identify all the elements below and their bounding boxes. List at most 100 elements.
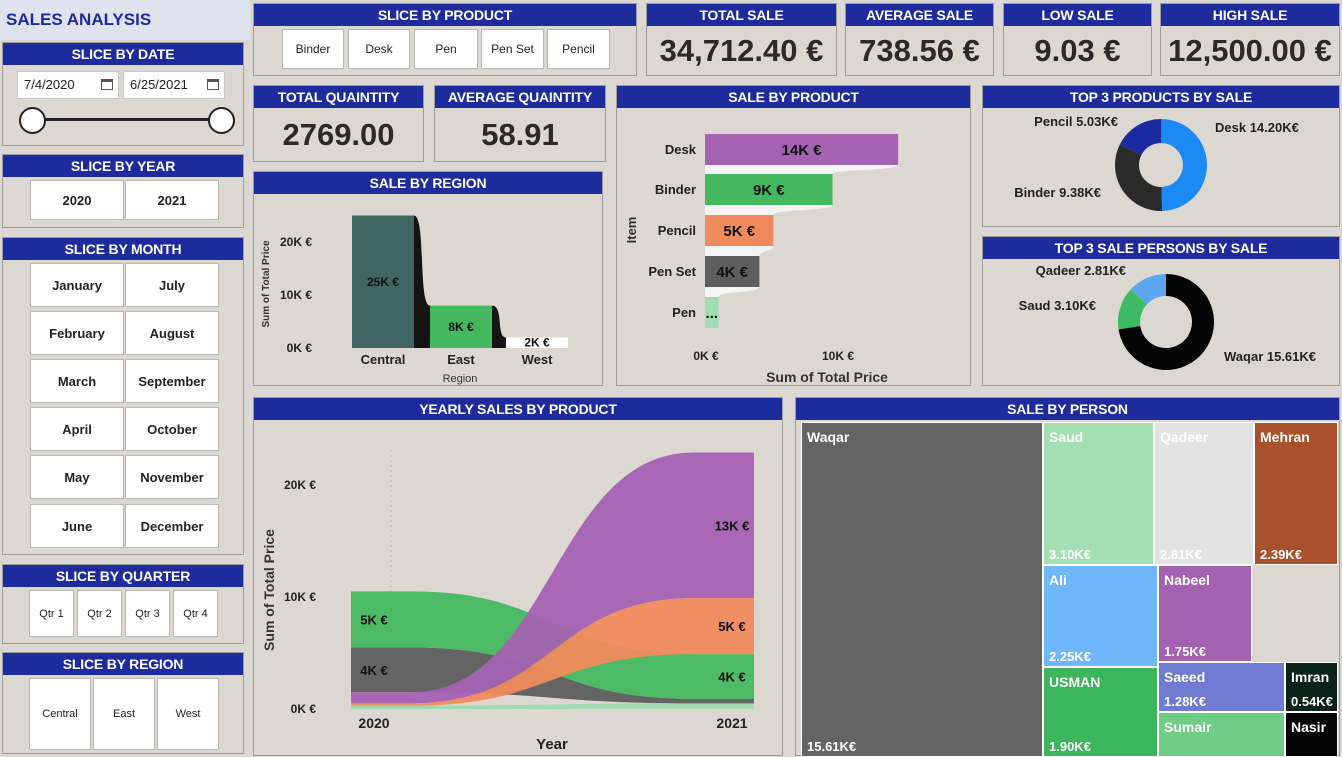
average-sale-label: AVERAGE SALE [846, 4, 993, 26]
slice-by-region-header: SLICE BY REGION [3, 653, 243, 675]
calendar-icon[interactable] [207, 79, 219, 90]
treemap-tile-imran[interactable]: Imran 0.54K€ [1285, 662, 1338, 712]
month-february-button[interactable]: February [30, 311, 124, 355]
treemap-name: Ali [1049, 572, 1067, 588]
product-desk-button[interactable]: Desk [348, 29, 410, 69]
treemap-tile-sumair[interactable]: Sumair [1158, 712, 1285, 757]
month-april-button[interactable]: April [30, 407, 124, 451]
total-quantity-card: TOTAL QUAINTITY 2769.00 [253, 85, 424, 162]
treemap-tile-saud[interactable]: Saud 3.10K€ [1043, 422, 1154, 565]
top3-products-panel: TOP 3 PRODUCTS BY SALE Desk 14.20K€ Binde… [982, 85, 1340, 227]
region-central-button[interactable]: Central [29, 678, 91, 750]
treemap-value: 3.10K€ [1049, 547, 1091, 562]
data-label: ... [706, 305, 719, 322]
month-october-button[interactable]: October [125, 407, 219, 451]
sale-by-region-panel: SALE BY REGION 0K € 10K € 20K € 25K € Centra… [253, 171, 603, 386]
treemap-name: Sumair [1164, 719, 1212, 735]
data-label: 2K € [524, 335, 550, 349]
date-range-track[interactable] [33, 118, 223, 121]
total-sale-card: TOTAL SALE 34,712.40 € [646, 3, 837, 76]
low-sale-value: 9.03 € [1034, 32, 1121, 68]
bar-east [430, 305, 492, 348]
data-label: 4K € [360, 663, 387, 678]
month-december-button[interactable]: December [125, 504, 219, 548]
data-label: 5K € [360, 612, 387, 627]
ribbon-connector [414, 215, 430, 348]
average-quantity-label: AVERAGE QUAINTITY [435, 86, 605, 108]
year-2021-button[interactable]: 2021 [125, 180, 219, 220]
slice-by-year-panel: SLICE BY YEAR 2020 2021 [2, 154, 244, 228]
slice-by-date-header: SLICE BY DATE [3, 43, 243, 65]
quarter-1-button[interactable]: Qtr 1 [29, 590, 74, 637]
product-pencil-button[interactable]: Pencil [547, 29, 610, 69]
product-binder-button[interactable]: Binder [282, 29, 344, 69]
month-may-button[interactable]: May [30, 455, 124, 499]
treemap-tile-qadeer[interactable]: Qadeer 2.81K€ [1154, 422, 1254, 565]
treemap-tile-waqar[interactable]: Waqar 15.61K€ [801, 422, 1043, 757]
donut-slice [1115, 144, 1163, 211]
sale-by-product-header: SALE BY PRODUCT [617, 86, 970, 108]
month-june-button[interactable]: June [30, 504, 124, 548]
treemap-name: Saeed [1164, 669, 1206, 685]
start-date-input[interactable]: 7/4/2020 [17, 71, 119, 99]
sale-by-region-header: SALE BY REGION [254, 172, 602, 194]
treemap-value: 15.61K€ [807, 739, 857, 754]
top3-persons-donut: Waqar 15.61K€ Saud 3.10K€ Qadeer 2.81K€ [1019, 263, 1316, 370]
treemap-tile-mehran[interactable]: Mehran 2.39K€ [1254, 422, 1338, 565]
y-tick-label: Pen Set [648, 264, 696, 279]
treemap-tile-nabeel[interactable]: Nabeel 1.75K€ [1158, 565, 1252, 662]
month-september-button[interactable]: September [125, 359, 219, 403]
y-tick-label: 20K € [280, 235, 312, 249]
average-sale-card: AVERAGE SALE 738.56 € [845, 3, 994, 76]
y-tick-label: Binder [655, 182, 696, 197]
slice-by-quarter-header: SLICE BY QUARTER [3, 565, 243, 587]
donut-label: Pencil 5.03K€ [1034, 114, 1118, 129]
data-label: 4K € [718, 670, 745, 685]
end-date-input[interactable]: 6/25/2021 [123, 71, 225, 99]
total-sale-value: 34,712.40 € [659, 32, 824, 68]
slice-by-month-panel: SLICE BY MONTH January July February Aug… [2, 237, 244, 555]
y-tick-label: 10K € [280, 288, 312, 302]
x-axis-label: Year [536, 736, 568, 753]
calendar-icon[interactable] [101, 79, 113, 90]
quarter-2-button[interactable]: Qtr 2 [77, 590, 122, 637]
top3-products-donut: Desk 14.20K€ Binder 9.38K€ Pencil 5.03K€ [1014, 114, 1299, 211]
sale-by-person-treemap: Waqar 15.61K€ Saud 3.10K€ Qadeer 2.81K€ Mehran… [801, 422, 1341, 757]
x-axis-label: Sum of Total Price [766, 369, 888, 385]
average-sale-value: 738.56 € [859, 32, 980, 68]
month-march-button[interactable]: March [30, 359, 124, 403]
date-range-start-handle[interactable] [19, 107, 46, 134]
treemap-tile-nasir[interactable]: Nasir [1285, 712, 1338, 757]
month-january-button[interactable]: January [30, 263, 124, 307]
treemap-tile-ali[interactable]: Ali 2.25K€ [1043, 565, 1158, 667]
year-2020-button[interactable]: 2020 [30, 180, 124, 220]
treemap-tile-saeed[interactable]: Saeed 1.28K€ [1158, 662, 1285, 712]
y-axis-label: Sum of Total Price [261, 529, 277, 651]
top3-persons-panel: TOP 3 SALE PERSONS BY SALE Waqar 15.61K€… [982, 236, 1340, 386]
treemap-value: 2.81K€ [1160, 547, 1202, 562]
quarter-4-button[interactable]: Qtr 4 [173, 590, 218, 637]
slice-by-product-panel: SLICE BY PRODUCT Binder Desk Pen Pen Set… [253, 3, 637, 76]
treemap-name: Mehran [1260, 429, 1310, 445]
month-november-button[interactable]: November [125, 455, 219, 499]
treemap-name: Waqar [807, 429, 850, 445]
treemap-tile-usman[interactable]: USMAN 1.90K€ [1043, 667, 1158, 757]
month-august-button[interactable]: August [125, 311, 219, 355]
data-label: 5K € [718, 619, 745, 634]
x-tick-label: East [447, 352, 475, 367]
top3-persons-header: TOP 3 SALE PERSONS BY SALE [983, 237, 1339, 259]
ribbon-connector [705, 246, 774, 256]
product-pen-button[interactable]: Pen [414, 29, 478, 69]
slice-by-region-panel: SLICE BY REGION Central East West [2, 652, 244, 754]
region-west-button[interactable]: West [157, 678, 219, 750]
data-label: 5K € [723, 223, 755, 240]
sale-by-region-chart: 0K € 10K € 20K € 25K € Central 8K € East 2K € We… [261, 215, 568, 385]
quarter-3-button[interactable]: Qtr 3 [125, 590, 170, 637]
product-penset-button[interactable]: Pen Set [481, 29, 544, 69]
date-range-end-handle[interactable] [208, 107, 235, 134]
month-july-button[interactable]: July [125, 263, 219, 307]
low-sale-card: LOW SALE 9.03 € [1003, 3, 1152, 76]
bar-west [506, 337, 568, 348]
region-east-button[interactable]: East [93, 678, 155, 750]
treemap-value: 1.28K€ [1164, 694, 1206, 709]
